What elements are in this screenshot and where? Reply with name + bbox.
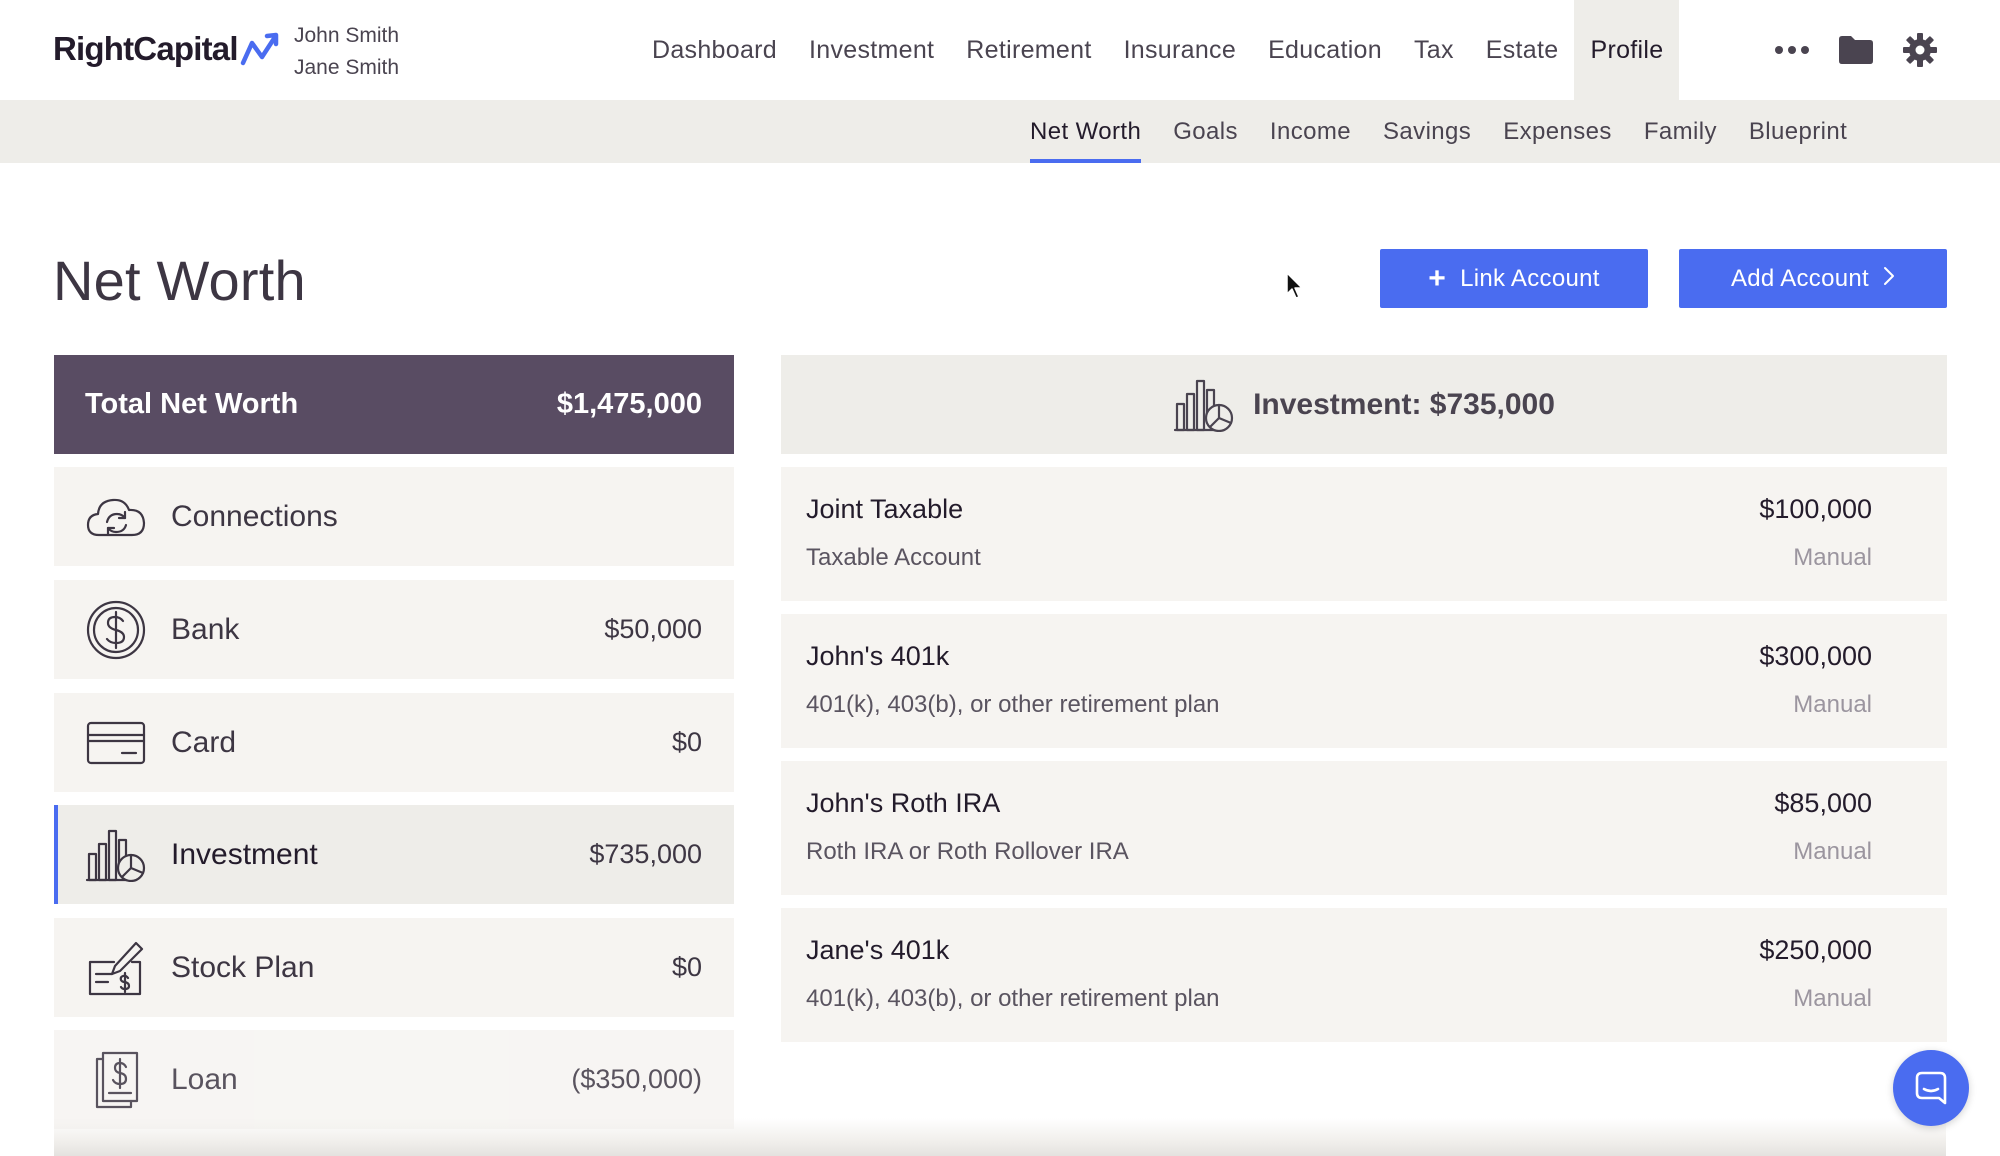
nav-icon-group [1760, 0, 1952, 100]
category-label: Investment [171, 837, 318, 871]
chat-launcher-button[interactable] [1893, 1050, 1969, 1126]
account-value: $100,000 [1759, 494, 1872, 524]
stock-plan-icon [85, 937, 147, 999]
account-name: Joint Taxable [806, 494, 964, 524]
scroll-fade [54, 1118, 1946, 1156]
account-value: $250,000 [1759, 935, 1872, 965]
sub-header: Net Worth Goals Income Savings Expenses … [0, 100, 2000, 163]
category-value: $735,000 [589, 839, 702, 869]
folder-icon[interactable] [1824, 0, 1888, 100]
total-net-worth-value: $1,475,000 [556, 388, 702, 420]
category-label: Stock Plan [171, 950, 315, 984]
logo-text: RightCapital [53, 30, 239, 67]
cloud-sync-icon [85, 486, 147, 548]
account-row[interactable]: Joint Taxable Taxable Account $100,000 M… [781, 467, 1947, 601]
account-source: Manual [1793, 691, 1872, 718]
client-names[interactable]: John Smith Jane Smith [294, 20, 399, 84]
gear-icon[interactable] [1888, 0, 1952, 100]
nav-insurance[interactable]: Insurance [1123, 35, 1237, 64]
account-type: 401(k), 403(b), or other retirement plan [806, 985, 1220, 1012]
category-value: ($350,000) [571, 1064, 702, 1094]
credit-card-icon [85, 712, 147, 774]
tab-income[interactable]: Income [1269, 117, 1352, 145]
tab-expenses[interactable]: Expenses [1503, 117, 1612, 145]
category-label: Bank [171, 612, 240, 646]
account-value: $300,000 [1759, 641, 1872, 671]
logo[interactable]: RightCapital [53, 30, 280, 68]
account-name: John's 401k [806, 641, 950, 671]
investment-chart-icon [1173, 379, 1234, 432]
category-bank[interactable]: Bank $50,000 [54, 580, 734, 679]
nav-tax[interactable]: Tax [1413, 35, 1454, 64]
category-label: Card [171, 725, 237, 759]
total-net-worth-card: Total Net Worth $1,475,000 [54, 355, 734, 454]
account-type: Roth IRA or Roth Rollover IRA [806, 838, 1129, 865]
category-label: Loan [171, 1062, 238, 1096]
account-name: Jane's 401k [806, 935, 950, 965]
add-account-label: Add Account [1730, 264, 1870, 292]
account-name: John's Roth IRA [806, 788, 1001, 818]
category-value: $0 [671, 727, 702, 757]
nav-investment[interactable]: Investment [809, 35, 935, 64]
investment-chart-icon [85, 824, 147, 886]
category-value: $50,000 [604, 614, 702, 644]
total-net-worth-label: Total Net Worth [85, 388, 299, 420]
account-value: $85,000 [1774, 788, 1872, 818]
page-title: Net Worth [53, 249, 306, 312]
category-investment[interactable]: Investment $735,000 [54, 805, 734, 904]
logo-arrow-icon [240, 32, 278, 66]
category-loan[interactable]: Loan ($350,000) [54, 1030, 734, 1129]
account-source: Manual [1793, 985, 1872, 1012]
mouse-cursor-icon [1286, 272, 1303, 299]
nav-dashboard[interactable]: Dashboard [652, 35, 778, 64]
category-value: $0 [671, 952, 702, 982]
add-account-button[interactable]: Add Account [1679, 249, 1947, 308]
client-name-spouse: Jane Smith [294, 56, 400, 79]
top-header: RightCapital John Smith Jane Smith Dashb… [0, 0, 2000, 100]
link-account-button[interactable]: + Link Account [1380, 249, 1648, 308]
tab-goals[interactable]: Goals [1173, 117, 1238, 145]
chevron-right-icon [1883, 266, 1895, 292]
category-label: Connections [171, 499, 338, 533]
tab-blueprint[interactable]: Blueprint [1748, 117, 1848, 145]
tab-savings[interactable]: Savings [1383, 117, 1472, 145]
account-row[interactable]: Jane's 401k 401(k), 403(b), or other ret… [781, 908, 1947, 1042]
nav-profile[interactable]: Profile [1574, 0, 1680, 100]
account-row[interactable]: John's Roth IRA Roth IRA or Roth Rollove… [781, 761, 1947, 895]
category-card[interactable]: Card $0 [54, 693, 734, 792]
loan-document-icon [85, 1049, 147, 1111]
account-type: 401(k), 403(b), or other retirement plan [806, 691, 1220, 718]
account-type: Taxable Account [806, 544, 981, 571]
nav-retirement[interactable]: Retirement [966, 35, 1092, 64]
tab-net-worth[interactable]: Net Worth [1014, 100, 1157, 163]
client-name-primary: John Smith [294, 24, 400, 47]
category-connections[interactable]: Connections [54, 467, 734, 566]
profile-sub-nav: Net Worth Goals Income Savings Expenses … [1014, 100, 1863, 163]
tab-family[interactable]: Family [1643, 117, 1717, 145]
account-row[interactable]: John's 401k 401(k), 403(b), or other ret… [781, 614, 1947, 748]
main-nav: Dashboard Investment Retirement Insuranc… [636, 0, 1680, 100]
more-icon[interactable] [1760, 0, 1824, 100]
account-source: Manual [1793, 544, 1872, 571]
account-source: Manual [1793, 838, 1872, 865]
link-account-label: Link Account [1460, 264, 1600, 292]
plus-icon: + [1428, 261, 1447, 295]
nav-education[interactable]: Education [1268, 35, 1382, 64]
category-stock-plan[interactable]: Stock Plan $0 [54, 918, 734, 1017]
chat-icon [1915, 1071, 1947, 1105]
nav-estate[interactable]: Estate [1485, 35, 1559, 64]
investment-detail-header: Investment: $735,000 [781, 355, 1947, 454]
investment-total-heading: Investment: $735,000 [1253, 387, 1555, 421]
dollar-coin-icon [85, 599, 147, 661]
